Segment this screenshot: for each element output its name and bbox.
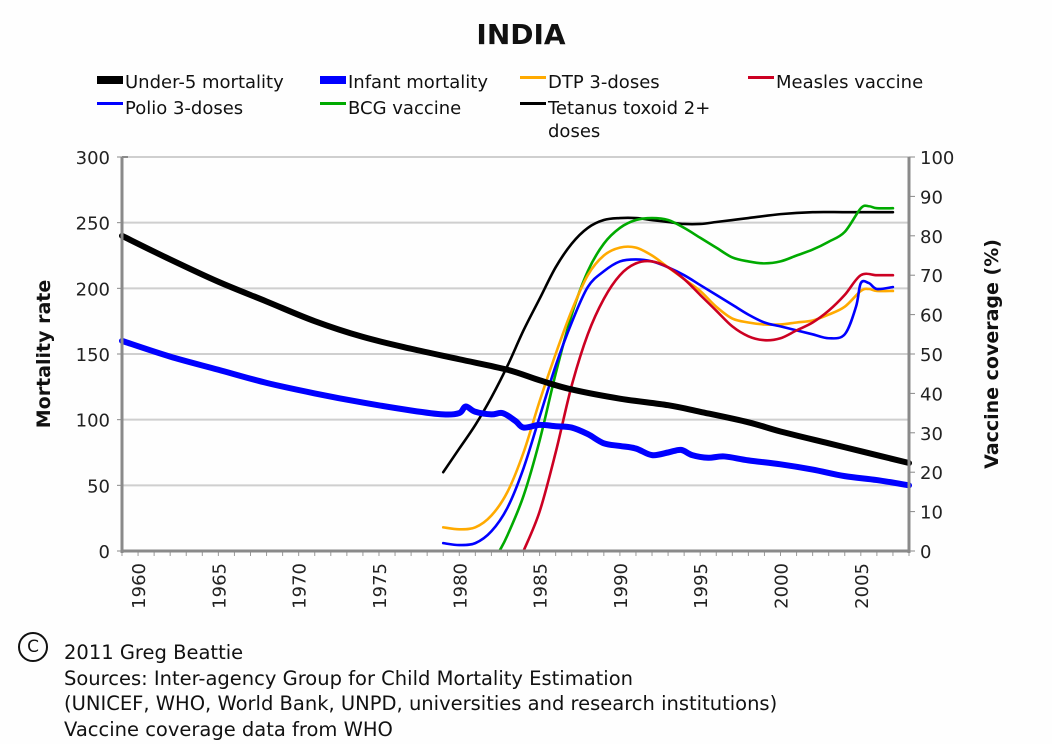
- x-tick-label: 1980: [450, 563, 471, 609]
- y2-tick-label: 10: [920, 503, 943, 524]
- x-tick-label: 1960: [129, 563, 150, 609]
- legend-swatch: [748, 76, 774, 79]
- y2-axis-title: Vaccine coverage (%): [981, 239, 1003, 469]
- legend-swatch: [520, 102, 546, 105]
- x-tick-label: 1965: [209, 563, 230, 609]
- credits-sources: Sources: Inter-agency Group for Child Mo…: [64, 666, 633, 690]
- y2-tick-label: 60: [920, 306, 943, 327]
- y-axis-title: Mortality rate: [33, 280, 55, 429]
- y2-tick-label: 40: [920, 384, 943, 405]
- legend-label-continuation: doses: [548, 121, 600, 142]
- x-tick-label: 1975: [370, 563, 391, 609]
- x-tick-label: 2005: [852, 563, 873, 609]
- series-group: [119, 204, 912, 553]
- y-tick-label: 100: [76, 411, 110, 432]
- y2-tick-label: 30: [920, 424, 943, 445]
- x-tick-label: 1970: [290, 563, 311, 609]
- y-tick-label: 300: [76, 148, 110, 169]
- series-line-bcg-vaccine: [498, 204, 895, 553]
- y-tick-label: 50: [87, 476, 110, 497]
- credits: 2011 Greg Beattie Sources: Inter-agency …: [64, 640, 777, 742]
- chart: INDIA Under-5 mortality Infant mortality D…: [33, 18, 1003, 609]
- y2-tick-label: 70: [920, 266, 943, 287]
- x-tick-label: 1990: [611, 563, 632, 609]
- credits-vaccine-source: Vaccine coverage data from WHO: [64, 717, 393, 741]
- series-line-infant-mortality: [119, 337, 912, 489]
- chart-title: INDIA: [476, 18, 566, 51]
- legend-label: Infant mortality: [348, 72, 488, 93]
- series-line-under-5-mortality: [119, 232, 912, 467]
- y-tick-label: 200: [76, 279, 110, 300]
- axes: 0 50 100 150 200 250 300 0 10 20 30 40 50 60 70 80 90 100…: [76, 148, 955, 609]
- legend-swatch: [520, 76, 546, 79]
- legend-label: Under-5 mortality: [125, 72, 284, 93]
- series-line-measles-vaccine: [522, 259, 895, 553]
- credits-institutions: (UNICEF, WHO, World Bank, UNPD, universi…: [64, 692, 778, 715]
- x-tick-label: 1995: [691, 563, 712, 609]
- y2-tick-label: 80: [920, 227, 943, 248]
- y-tick-label: 0: [99, 542, 110, 563]
- grid: [122, 156, 909, 487]
- y2-tick-label: 20: [920, 463, 943, 484]
- legend-swatch: [97, 102, 123, 105]
- y2-tick-label: 100: [920, 148, 954, 169]
- credits-author: 2011 Greg Beattie: [64, 641, 244, 664]
- y2-tick-label: 90: [920, 187, 943, 208]
- legend-swatch: [320, 102, 346, 105]
- legend-label: Tetanus toxoid 2+: [547, 98, 710, 119]
- y2-tick-label: 0: [920, 542, 931, 563]
- series-line-polio-3-doses: [441, 258, 895, 547]
- legend-label: Polio 3-doses: [125, 98, 243, 119]
- y2-tick-label: 50: [920, 345, 943, 366]
- y-tick-label: 250: [76, 214, 110, 235]
- y-tick-label: 150: [76, 345, 110, 366]
- legend-label: BCG vaccine: [348, 98, 461, 119]
- legend-label: DTP 3-doses: [548, 72, 660, 93]
- series-line-tetanus-toxoid-2-doses: [441, 210, 895, 474]
- legend-swatch: [97, 76, 123, 84]
- legend-label: Measles vaccine: [776, 72, 923, 93]
- copyright-icon: C: [18, 632, 48, 662]
- x-tick-label: 2000: [772, 563, 793, 609]
- legend-swatch: [320, 76, 346, 84]
- x-tick-label: 1985: [531, 563, 552, 609]
- legend: Under-5 mortality Infant mortality DTP 3-d…: [97, 72, 923, 142]
